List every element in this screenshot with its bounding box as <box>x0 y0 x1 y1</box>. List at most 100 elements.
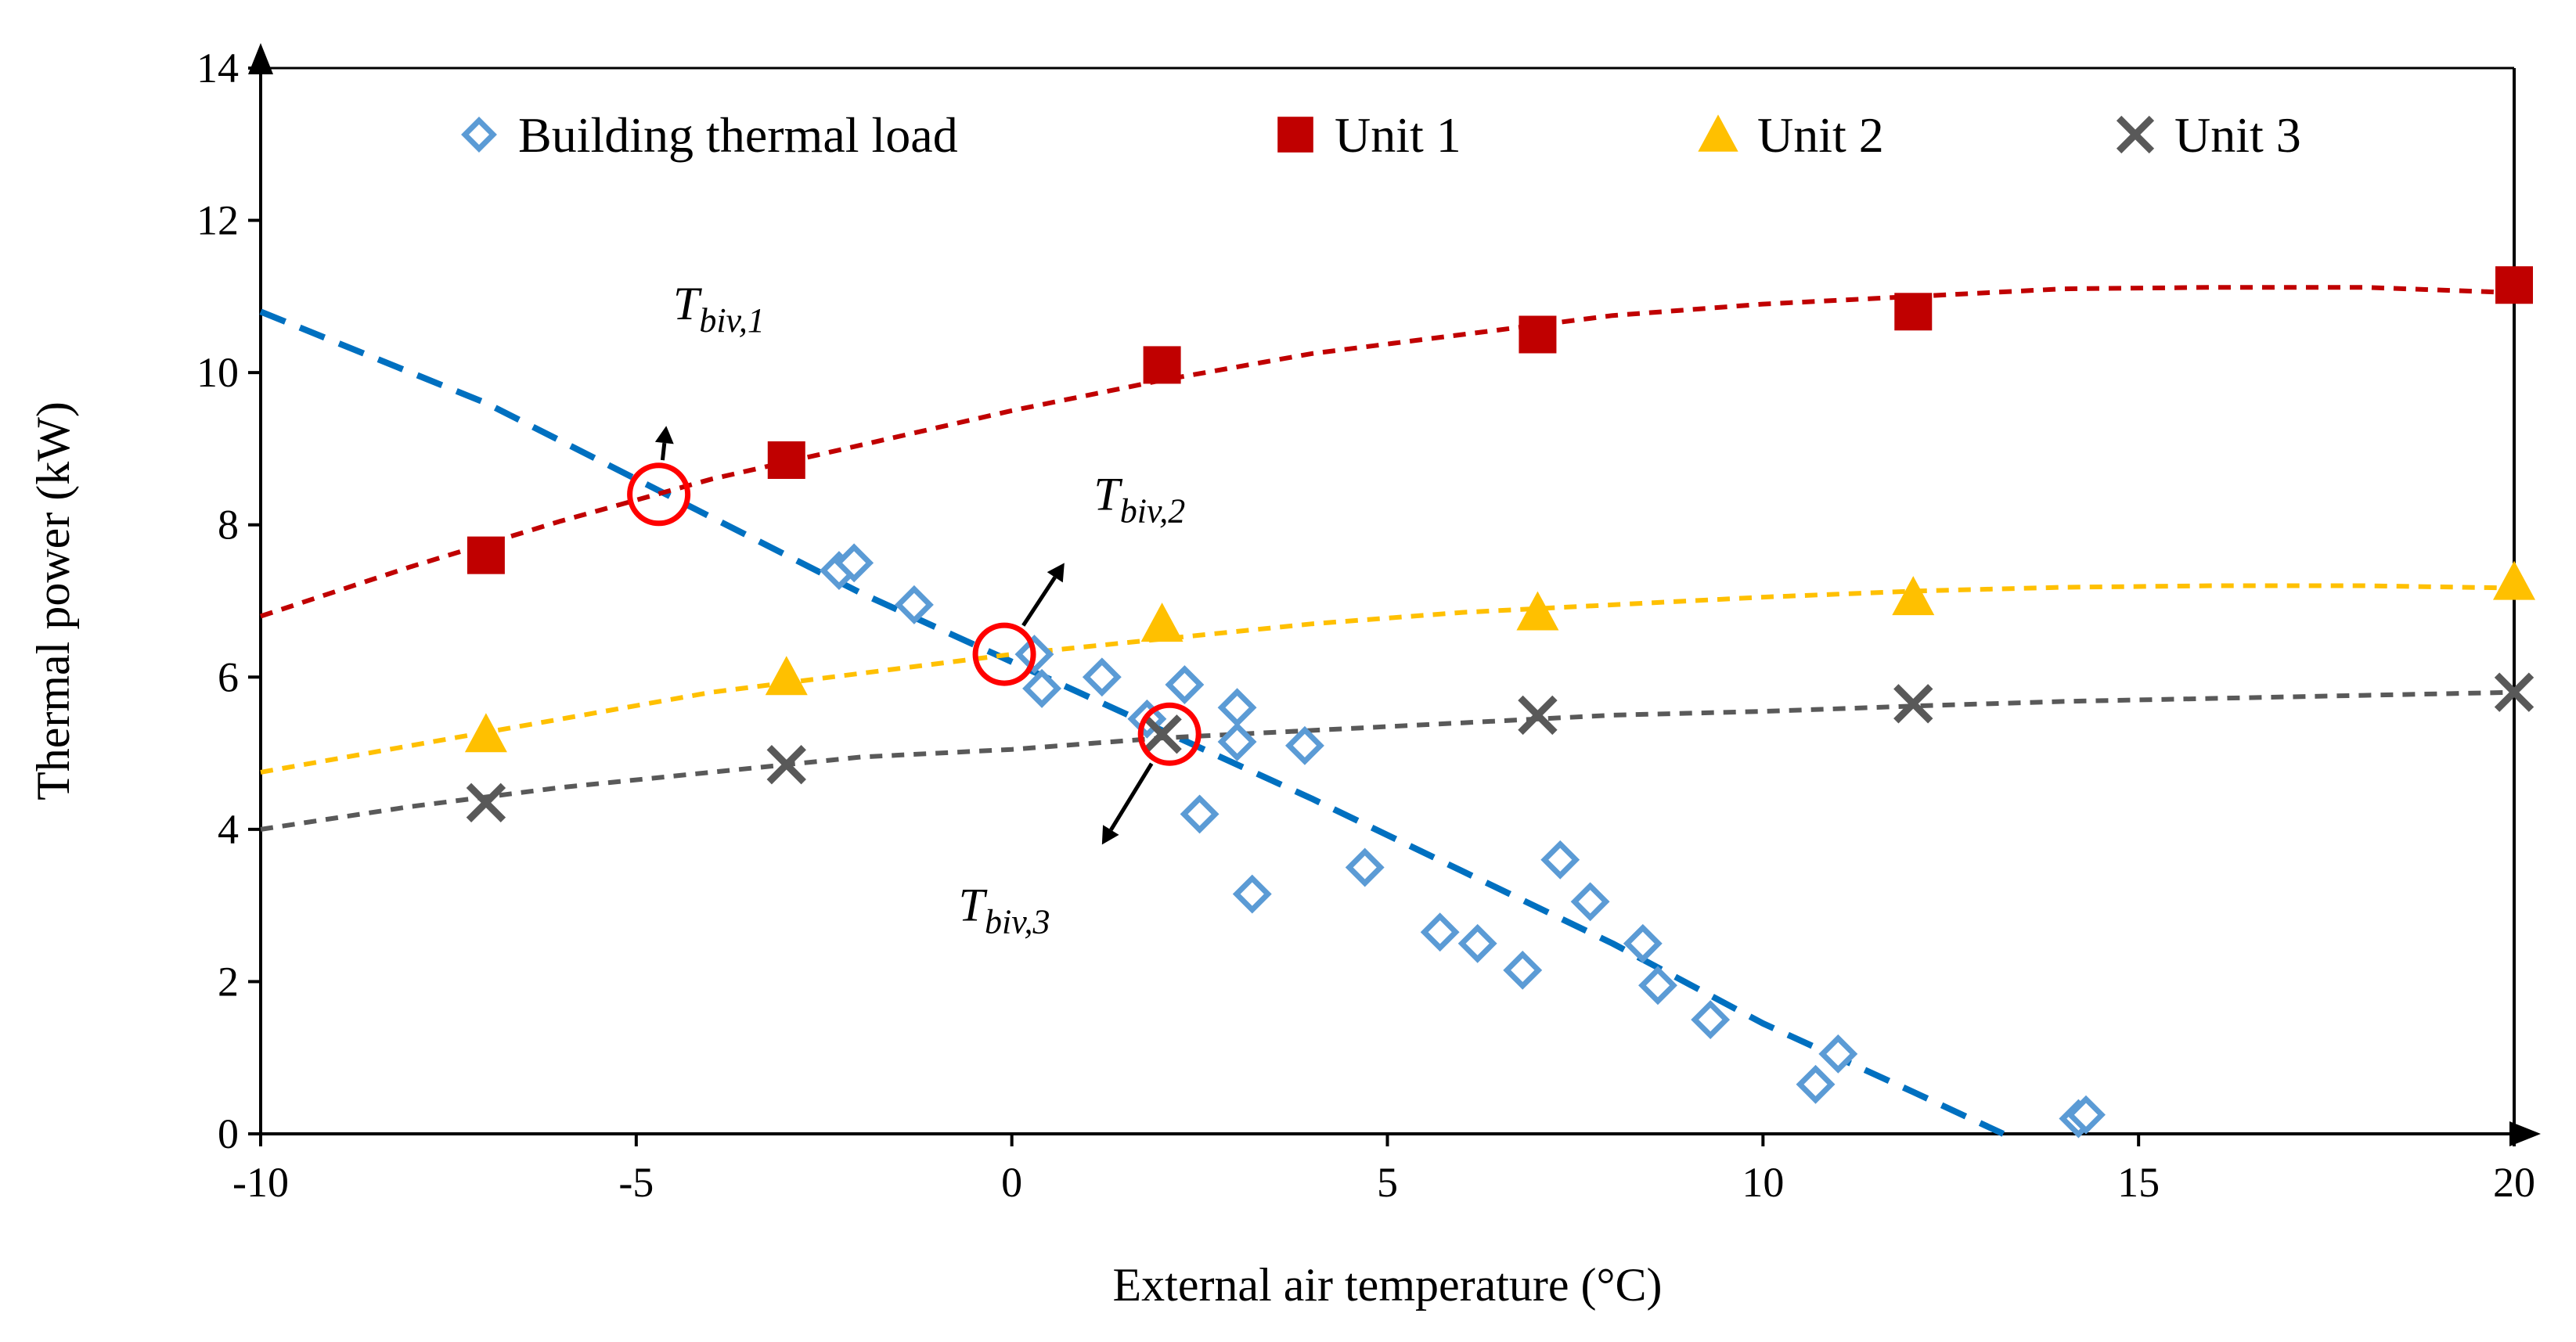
x-marker-stroke <box>2116 115 2155 154</box>
square-marker-shape <box>467 536 505 574</box>
triangle-marker-shape <box>765 656 808 696</box>
diamond-marker-shape <box>1691 1000 1731 1040</box>
bivalent-temperature-label: Tbiv,3 <box>959 880 1050 941</box>
annotation-arrow-head <box>1101 825 1119 845</box>
diamond-marker-shape <box>1232 874 1272 914</box>
building-load-point <box>1217 688 1257 728</box>
building-load-point <box>894 585 934 624</box>
building-load-point <box>1082 657 1122 697</box>
building-load-point <box>1345 847 1385 887</box>
building-load-point <box>1503 950 1543 990</box>
diamond-marker-shape <box>1345 847 1385 887</box>
unit-3-point <box>2494 672 2535 712</box>
building-load-point <box>1165 665 1205 704</box>
y-tick-label: 10 <box>196 349 239 396</box>
diamond-marker-shape <box>1165 665 1205 704</box>
building-load-point <box>1457 923 1497 963</box>
legend-label: Building thermal load <box>518 107 958 163</box>
diamond-marker-shape <box>2066 1095 2106 1135</box>
square-marker-shape <box>1277 117 1313 153</box>
unit-3-point <box>1893 684 1933 724</box>
building-load-point <box>1232 874 1272 914</box>
x-axis-arrow <box>2509 1121 2541 1146</box>
diamond-marker-shape <box>1457 923 1497 963</box>
building-load-point <box>834 543 874 583</box>
diamond-marker-shape <box>1796 1064 1836 1104</box>
x-axis-title: External air temperature (°C) <box>1113 1259 1663 1311</box>
trend-line-building-load <box>259 308 2005 1137</box>
legend-marker <box>461 117 497 153</box>
building-load-point <box>1284 725 1324 765</box>
unit-1-point <box>1894 293 1933 331</box>
square-marker-shape <box>1519 315 1557 354</box>
legend-label: Unit 1 <box>1335 107 1461 163</box>
unit-2-point <box>1516 591 1559 631</box>
trend-line-unit-1 <box>260 285 2515 619</box>
unit-2-point <box>1140 603 1184 642</box>
diamond-marker-shape <box>1217 722 1257 761</box>
unit-3-point <box>1142 714 1182 754</box>
triangle-marker-shape <box>1140 603 1184 642</box>
bivalent-point-circle <box>972 622 1036 686</box>
y-tick-label: 2 <box>218 958 239 1005</box>
building-load-point <box>1570 882 1610 922</box>
diamond-marker-shape <box>1570 882 1610 922</box>
unit-2-point <box>464 713 507 753</box>
label-main: T <box>959 880 988 931</box>
diamond-marker-shape <box>894 585 934 624</box>
y-tick-label: 14 <box>196 45 239 92</box>
label-main: T <box>1093 468 1122 520</box>
unit-2-point <box>765 656 808 696</box>
diamond-marker-shape <box>1284 725 1324 765</box>
bivalent-point-circle <box>1137 702 1202 766</box>
square-marker-shape <box>1894 293 1933 331</box>
bivalent-point-circle <box>627 462 691 527</box>
y-tick-label: 12 <box>196 197 239 244</box>
label-main: T <box>673 278 702 329</box>
triangle-marker-shape <box>1698 114 1738 152</box>
diamond-marker-shape <box>1623 923 1663 963</box>
unit-1-point <box>767 441 805 480</box>
diamond-marker-shape <box>1818 1034 1858 1074</box>
unit-1-point <box>1143 346 1181 384</box>
unit-3-point <box>766 744 806 785</box>
legend-label: Unit 3 <box>2174 107 2301 163</box>
triangle-marker-shape <box>1892 576 1935 616</box>
x-marker-stroke <box>2494 672 2535 712</box>
unit-2-point <box>1892 576 1935 616</box>
data-markers <box>464 266 2535 1139</box>
legend-marker <box>1698 114 1738 152</box>
diamond-marker-shape <box>1082 657 1122 697</box>
unit-3-point <box>466 783 506 822</box>
annotation-arrow-head <box>654 426 674 444</box>
y-tick-label: 4 <box>218 806 239 853</box>
building-load-point <box>1420 912 1460 952</box>
x-marker-stroke <box>1893 684 1933 724</box>
square-marker-shape <box>767 441 805 480</box>
building-load-point <box>1818 1034 1858 1074</box>
triangle-marker-shape <box>2493 560 2535 600</box>
building-load-point <box>2066 1095 2106 1135</box>
building-load-point <box>1540 840 1580 880</box>
unit-3-point <box>1518 695 1558 736</box>
axes: -10 -5 0 5 10 15 20 0 2 4 6 8 10 12 14 <box>196 43 2541 1206</box>
square-marker-shape <box>1143 346 1181 384</box>
x-tick-label: 10 <box>1742 1159 1784 1206</box>
x-tick-label: 5 <box>1377 1159 1398 1206</box>
unit-1-point <box>2495 266 2533 304</box>
legend-marker <box>1277 117 1313 153</box>
trend-lines <box>259 285 2515 1137</box>
building-load-point <box>1796 1064 1836 1104</box>
x-marker-stroke <box>1518 695 1558 736</box>
annotation-arrow-line <box>660 442 667 461</box>
unit-1-point <box>467 536 505 574</box>
x-tick-label: -5 <box>618 1159 654 1206</box>
trend-line-unit-3 <box>260 689 2515 832</box>
annotation-arrow-line <box>1109 762 1154 831</box>
x-marker-stroke <box>466 783 506 822</box>
legend-item-unit-3: Unit 3 <box>2116 107 2301 163</box>
building-load-point <box>1022 668 1061 708</box>
diamond-marker-shape <box>461 117 497 153</box>
trend-line-unit-2 <box>260 583 2515 775</box>
